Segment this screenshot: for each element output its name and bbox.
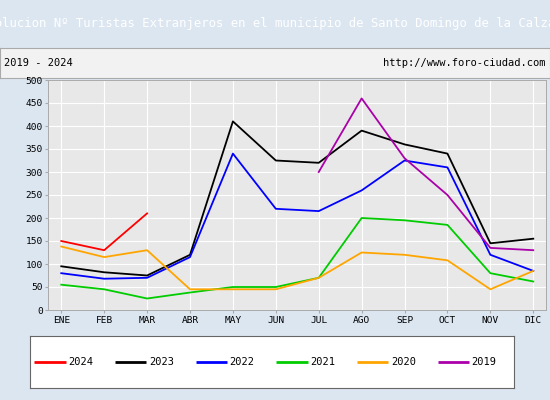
Line: 2021: 2021 bbox=[61, 218, 534, 298]
2024 bbox=[144, 211, 150, 216]
2023 bbox=[444, 151, 451, 156]
2020 bbox=[316, 275, 322, 280]
2022 bbox=[487, 252, 494, 257]
2019 bbox=[487, 246, 494, 250]
Line: 2024: 2024 bbox=[61, 213, 147, 250]
2022 bbox=[402, 158, 408, 163]
Line: 2022: 2022 bbox=[61, 154, 534, 279]
Text: 2024: 2024 bbox=[68, 357, 93, 367]
2021 bbox=[316, 275, 322, 280]
2021 bbox=[186, 290, 193, 295]
Text: http://www.foro-ciudad.com: http://www.foro-ciudad.com bbox=[383, 58, 546, 68]
2020 bbox=[444, 258, 451, 263]
2021 bbox=[487, 271, 494, 276]
2022 bbox=[101, 276, 107, 281]
2020 bbox=[144, 248, 150, 253]
2022 bbox=[272, 206, 279, 211]
2021 bbox=[229, 285, 236, 290]
Line: 2020: 2020 bbox=[61, 246, 534, 289]
Text: 2021: 2021 bbox=[310, 357, 335, 367]
2019 bbox=[316, 170, 322, 174]
2023 bbox=[316, 160, 322, 165]
2022 bbox=[58, 271, 64, 276]
2021 bbox=[402, 218, 408, 223]
2020 bbox=[58, 244, 64, 249]
2020 bbox=[229, 287, 236, 292]
Text: 2022: 2022 bbox=[229, 357, 255, 367]
2019 bbox=[402, 156, 408, 160]
2022 bbox=[229, 151, 236, 156]
2022 bbox=[444, 165, 451, 170]
2020 bbox=[186, 287, 193, 292]
2019 bbox=[359, 96, 365, 101]
Line: 2019: 2019 bbox=[319, 98, 534, 250]
2021 bbox=[444, 222, 451, 227]
2022 bbox=[359, 188, 365, 193]
2023 bbox=[186, 252, 193, 257]
2020 bbox=[272, 287, 279, 292]
2021 bbox=[101, 287, 107, 292]
2020 bbox=[487, 287, 494, 292]
2020 bbox=[530, 268, 537, 273]
2023 bbox=[58, 264, 64, 269]
2023 bbox=[402, 142, 408, 147]
2023 bbox=[272, 158, 279, 163]
Text: Evolucion Nº Turistas Extranjeros en el municipio de Santo Domingo de la Calzada: Evolucion Nº Turistas Extranjeros en el … bbox=[0, 18, 550, 30]
2021 bbox=[530, 279, 537, 284]
2023 bbox=[229, 119, 236, 124]
2024 bbox=[101, 248, 107, 253]
Line: 2023: 2023 bbox=[61, 121, 534, 276]
Text: 2020: 2020 bbox=[391, 357, 416, 367]
2020 bbox=[359, 250, 365, 255]
2023 bbox=[530, 236, 537, 241]
2024 bbox=[58, 238, 64, 243]
2020 bbox=[101, 255, 107, 260]
2021 bbox=[58, 282, 64, 287]
2019 bbox=[444, 193, 451, 198]
2022 bbox=[316, 209, 322, 214]
2022 bbox=[186, 255, 193, 260]
2023 bbox=[487, 241, 494, 246]
Text: 2019: 2019 bbox=[471, 357, 497, 367]
Text: 2023: 2023 bbox=[149, 357, 174, 367]
2023 bbox=[359, 128, 365, 133]
2021 bbox=[272, 285, 279, 290]
2022 bbox=[144, 275, 150, 280]
Text: 2019 - 2024: 2019 - 2024 bbox=[4, 58, 73, 68]
2019 bbox=[530, 248, 537, 253]
2020 bbox=[402, 252, 408, 257]
2021 bbox=[144, 296, 150, 301]
2023 bbox=[101, 270, 107, 275]
2022 bbox=[530, 268, 537, 273]
2021 bbox=[359, 216, 365, 220]
2023 bbox=[144, 273, 150, 278]
